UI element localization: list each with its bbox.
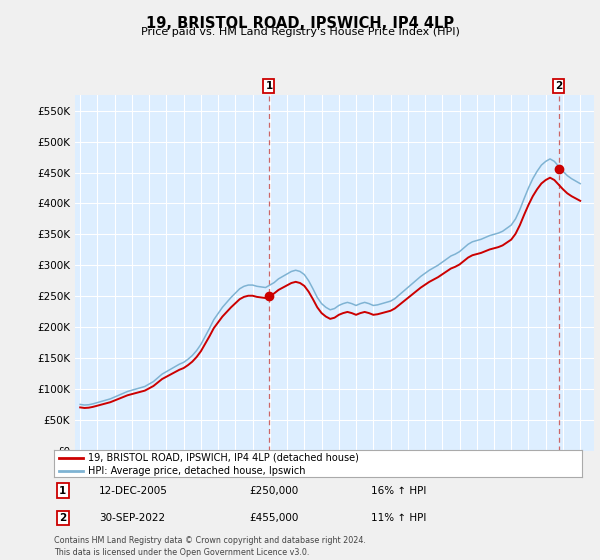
Text: £250,000: £250,000 — [250, 486, 299, 496]
Text: 19, BRISTOL ROAD, IPSWICH, IP4 4LP (detached house): 19, BRISTOL ROAD, IPSWICH, IP4 4LP (deta… — [88, 453, 359, 463]
Text: Contains HM Land Registry data © Crown copyright and database right 2024.
This d: Contains HM Land Registry data © Crown c… — [54, 536, 366, 557]
Text: 16% ↑ HPI: 16% ↑ HPI — [371, 486, 426, 496]
Text: HPI: Average price, detached house, Ipswich: HPI: Average price, detached house, Ipsw… — [88, 466, 306, 476]
Text: 2: 2 — [555, 81, 562, 91]
Text: 11% ↑ HPI: 11% ↑ HPI — [371, 513, 426, 523]
Text: 12-DEC-2005: 12-DEC-2005 — [99, 486, 168, 496]
Text: 30-SEP-2022: 30-SEP-2022 — [99, 513, 165, 523]
Text: 1: 1 — [265, 81, 272, 91]
Text: £455,000: £455,000 — [250, 513, 299, 523]
Text: Price paid vs. HM Land Registry's House Price Index (HPI): Price paid vs. HM Land Registry's House … — [140, 27, 460, 37]
Text: 1: 1 — [59, 486, 67, 496]
Text: 19, BRISTOL ROAD, IPSWICH, IP4 4LP: 19, BRISTOL ROAD, IPSWICH, IP4 4LP — [146, 16, 454, 31]
Text: 2: 2 — [59, 513, 67, 523]
